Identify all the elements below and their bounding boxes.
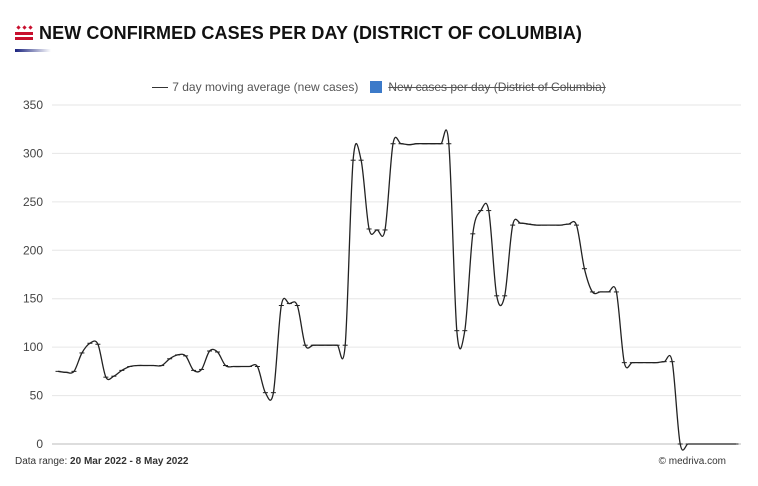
- y-tick-label: 0: [36, 437, 43, 451]
- legend-item-moving-average[interactable]: 7 day moving average (new cases): [152, 80, 358, 94]
- legend-line-swatch: [152, 86, 169, 88]
- series-line-moving-average: [57, 129, 736, 451]
- legend-box-swatch: [370, 81, 383, 93]
- legend-label-new-cases: New cases per day (District of Columbia): [388, 80, 606, 94]
- data-range-label: Data range:: [15, 456, 68, 467]
- data-range: Data range: 20 Mar 2022 - 8 May 2022: [15, 456, 189, 467]
- credit-text[interactable]: medriva.com: [668, 456, 726, 467]
- data-range-end: 8 May 2022: [135, 456, 189, 467]
- chart-header: NEW CONFIRMED CASES PER DAY (DISTRICT OF…: [15, 20, 582, 46]
- data-range-start: 20 Mar 2022: [70, 456, 127, 467]
- data-range-sep: -: [129, 456, 133, 467]
- dc-flag-icon: [15, 25, 33, 40]
- y-tick-label: 100: [23, 340, 43, 354]
- y-tick-label: 300: [23, 146, 43, 160]
- legend-item-new-cases[interactable]: New cases per day (District of Columbia): [370, 80, 606, 94]
- title-underline: [15, 49, 51, 52]
- credit: © medriva.com: [659, 456, 726, 467]
- y-tick-label: 50: [30, 389, 44, 403]
- y-tick-label: 350: [23, 98, 43, 112]
- y-tick-label: 250: [23, 195, 43, 209]
- chart-legend: 7 day moving average (new cases) New cas…: [0, 80, 758, 94]
- y-tick-label: 200: [23, 243, 43, 257]
- copyright-icon: ©: [658, 456, 666, 467]
- y-tick-label: 150: [23, 292, 43, 306]
- legend-label-moving-average: 7 day moving average (new cases): [172, 80, 359, 94]
- chart-title: NEW CONFIRMED CASES PER DAY (DISTRICT OF…: [39, 22, 583, 43]
